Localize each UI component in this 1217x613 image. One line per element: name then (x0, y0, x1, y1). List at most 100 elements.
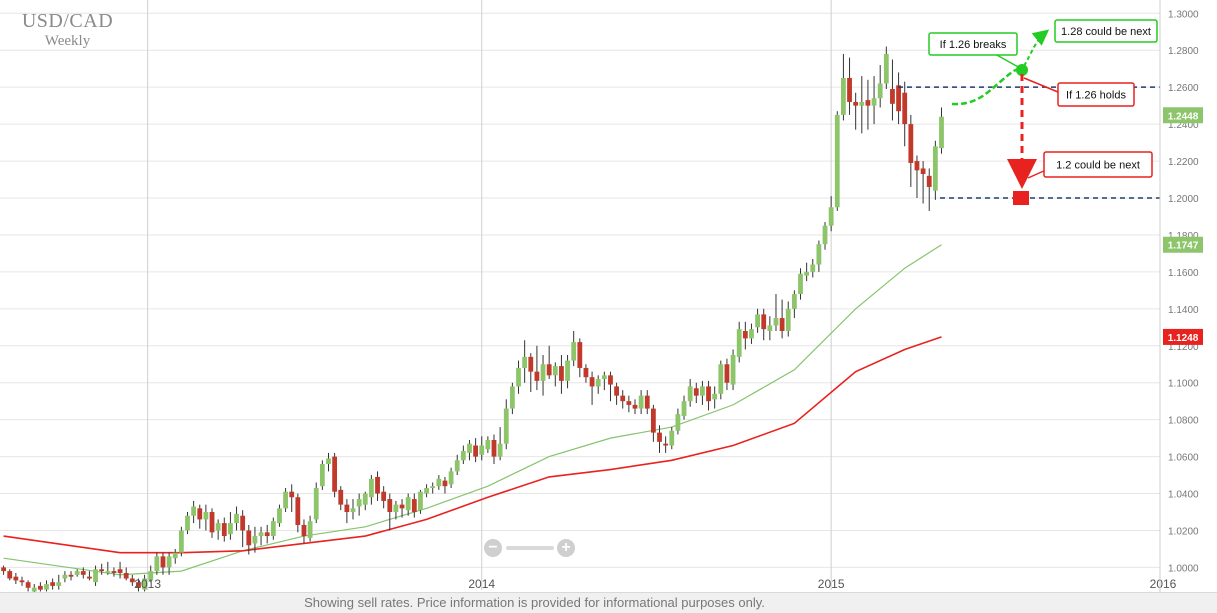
callout-box: If 1.26 breaks (928, 32, 1018, 56)
candle-body (608, 375, 613, 385)
candle (99, 563, 105, 575)
candle-body (644, 395, 650, 409)
candle-body (755, 314, 760, 328)
candle-body (215, 523, 221, 531)
candle-body (522, 356, 528, 368)
candle-body (405, 497, 411, 511)
candle (185, 512, 190, 535)
candle-body (687, 386, 693, 402)
candle (246, 524, 252, 555)
candle-body (749, 329, 754, 339)
candle (681, 395, 687, 420)
y-tick-label: 1.3000 (1168, 9, 1199, 20)
candle-body (393, 504, 399, 513)
candle (841, 53, 846, 121)
candle-body (546, 364, 552, 376)
candle-body (93, 569, 98, 583)
candle (80, 567, 86, 579)
candle-body (369, 478, 374, 498)
candle (847, 57, 852, 115)
candle (497, 427, 503, 461)
candle-body (166, 556, 172, 568)
candle-body (583, 367, 589, 378)
candle (761, 308, 767, 341)
candle-body (332, 456, 338, 492)
candle-body (350, 508, 356, 513)
candle-body (614, 386, 619, 396)
candle-body (19, 580, 25, 583)
candle-body (669, 430, 675, 446)
callout-box: 1.28 could be next (1054, 19, 1158, 43)
candle (87, 571, 92, 581)
candle-body (693, 388, 699, 396)
candle-body (908, 124, 914, 163)
candle (74, 569, 80, 577)
candle-body (185, 515, 190, 531)
candle (203, 504, 209, 531)
candle-body (424, 488, 429, 494)
candlesticks (1, 46, 944, 594)
candle-body (1, 567, 7, 572)
candle (350, 499, 356, 520)
candle (736, 321, 742, 363)
candle-body (595, 379, 601, 387)
grid-lines (0, 0, 1160, 590)
candle (442, 476, 448, 494)
footer-bar: Showing sell rates. Price information is… (0, 592, 1217, 613)
candle (166, 552, 172, 575)
candle-body (307, 521, 313, 538)
candle-body (418, 491, 423, 511)
candle-body (473, 445, 479, 457)
price-label-bg (1163, 236, 1203, 253)
candle (626, 395, 632, 413)
disclaimer-text: Showing sell rates. Price information is… (304, 595, 765, 610)
candle (620, 390, 626, 409)
candle (338, 486, 344, 511)
candle (650, 404, 656, 442)
minus-icon[interactable]: − (484, 539, 502, 557)
callout-text: If 1.26 breaks (940, 39, 1007, 51)
candle (7, 569, 13, 581)
candle-body (791, 294, 797, 309)
candle (926, 168, 932, 211)
y-tick-label: 1.0200 (1168, 526, 1199, 537)
candle (1, 565, 7, 575)
candle (19, 576, 25, 586)
candle-body (399, 504, 405, 509)
candle (712, 386, 718, 409)
candle-body (681, 401, 687, 416)
candle-body (411, 499, 417, 513)
candle-body (50, 582, 56, 586)
candle-body (540, 364, 546, 381)
callout-pointer (1023, 77, 1059, 93)
zoom-slider[interactable] (506, 546, 554, 550)
candle-body (160, 556, 166, 568)
candle-body (804, 271, 810, 276)
candle (914, 155, 920, 199)
candle (369, 475, 374, 505)
candle-body (761, 314, 767, 330)
candle (565, 355, 570, 389)
callout-border (1043, 151, 1153, 178)
candle-body (810, 264, 816, 272)
candle (791, 290, 797, 319)
candle-body (675, 414, 681, 431)
candle (509, 382, 515, 415)
candle (430, 482, 436, 494)
candle (123, 567, 129, 581)
candle (283, 488, 288, 513)
candle-body (859, 101, 865, 106)
candle-body (301, 524, 307, 537)
candle (742, 321, 748, 350)
plus-icon[interactable]: + (557, 539, 575, 557)
candle (197, 504, 203, 529)
zoom-control: − + (484, 539, 576, 557)
candle-body (902, 92, 908, 125)
candle-body (497, 443, 503, 457)
candle (859, 76, 865, 134)
y-tick-label: 1.2600 (1168, 83, 1199, 94)
candle (154, 552, 160, 575)
candle-body (565, 360, 570, 381)
candle (546, 345, 552, 380)
